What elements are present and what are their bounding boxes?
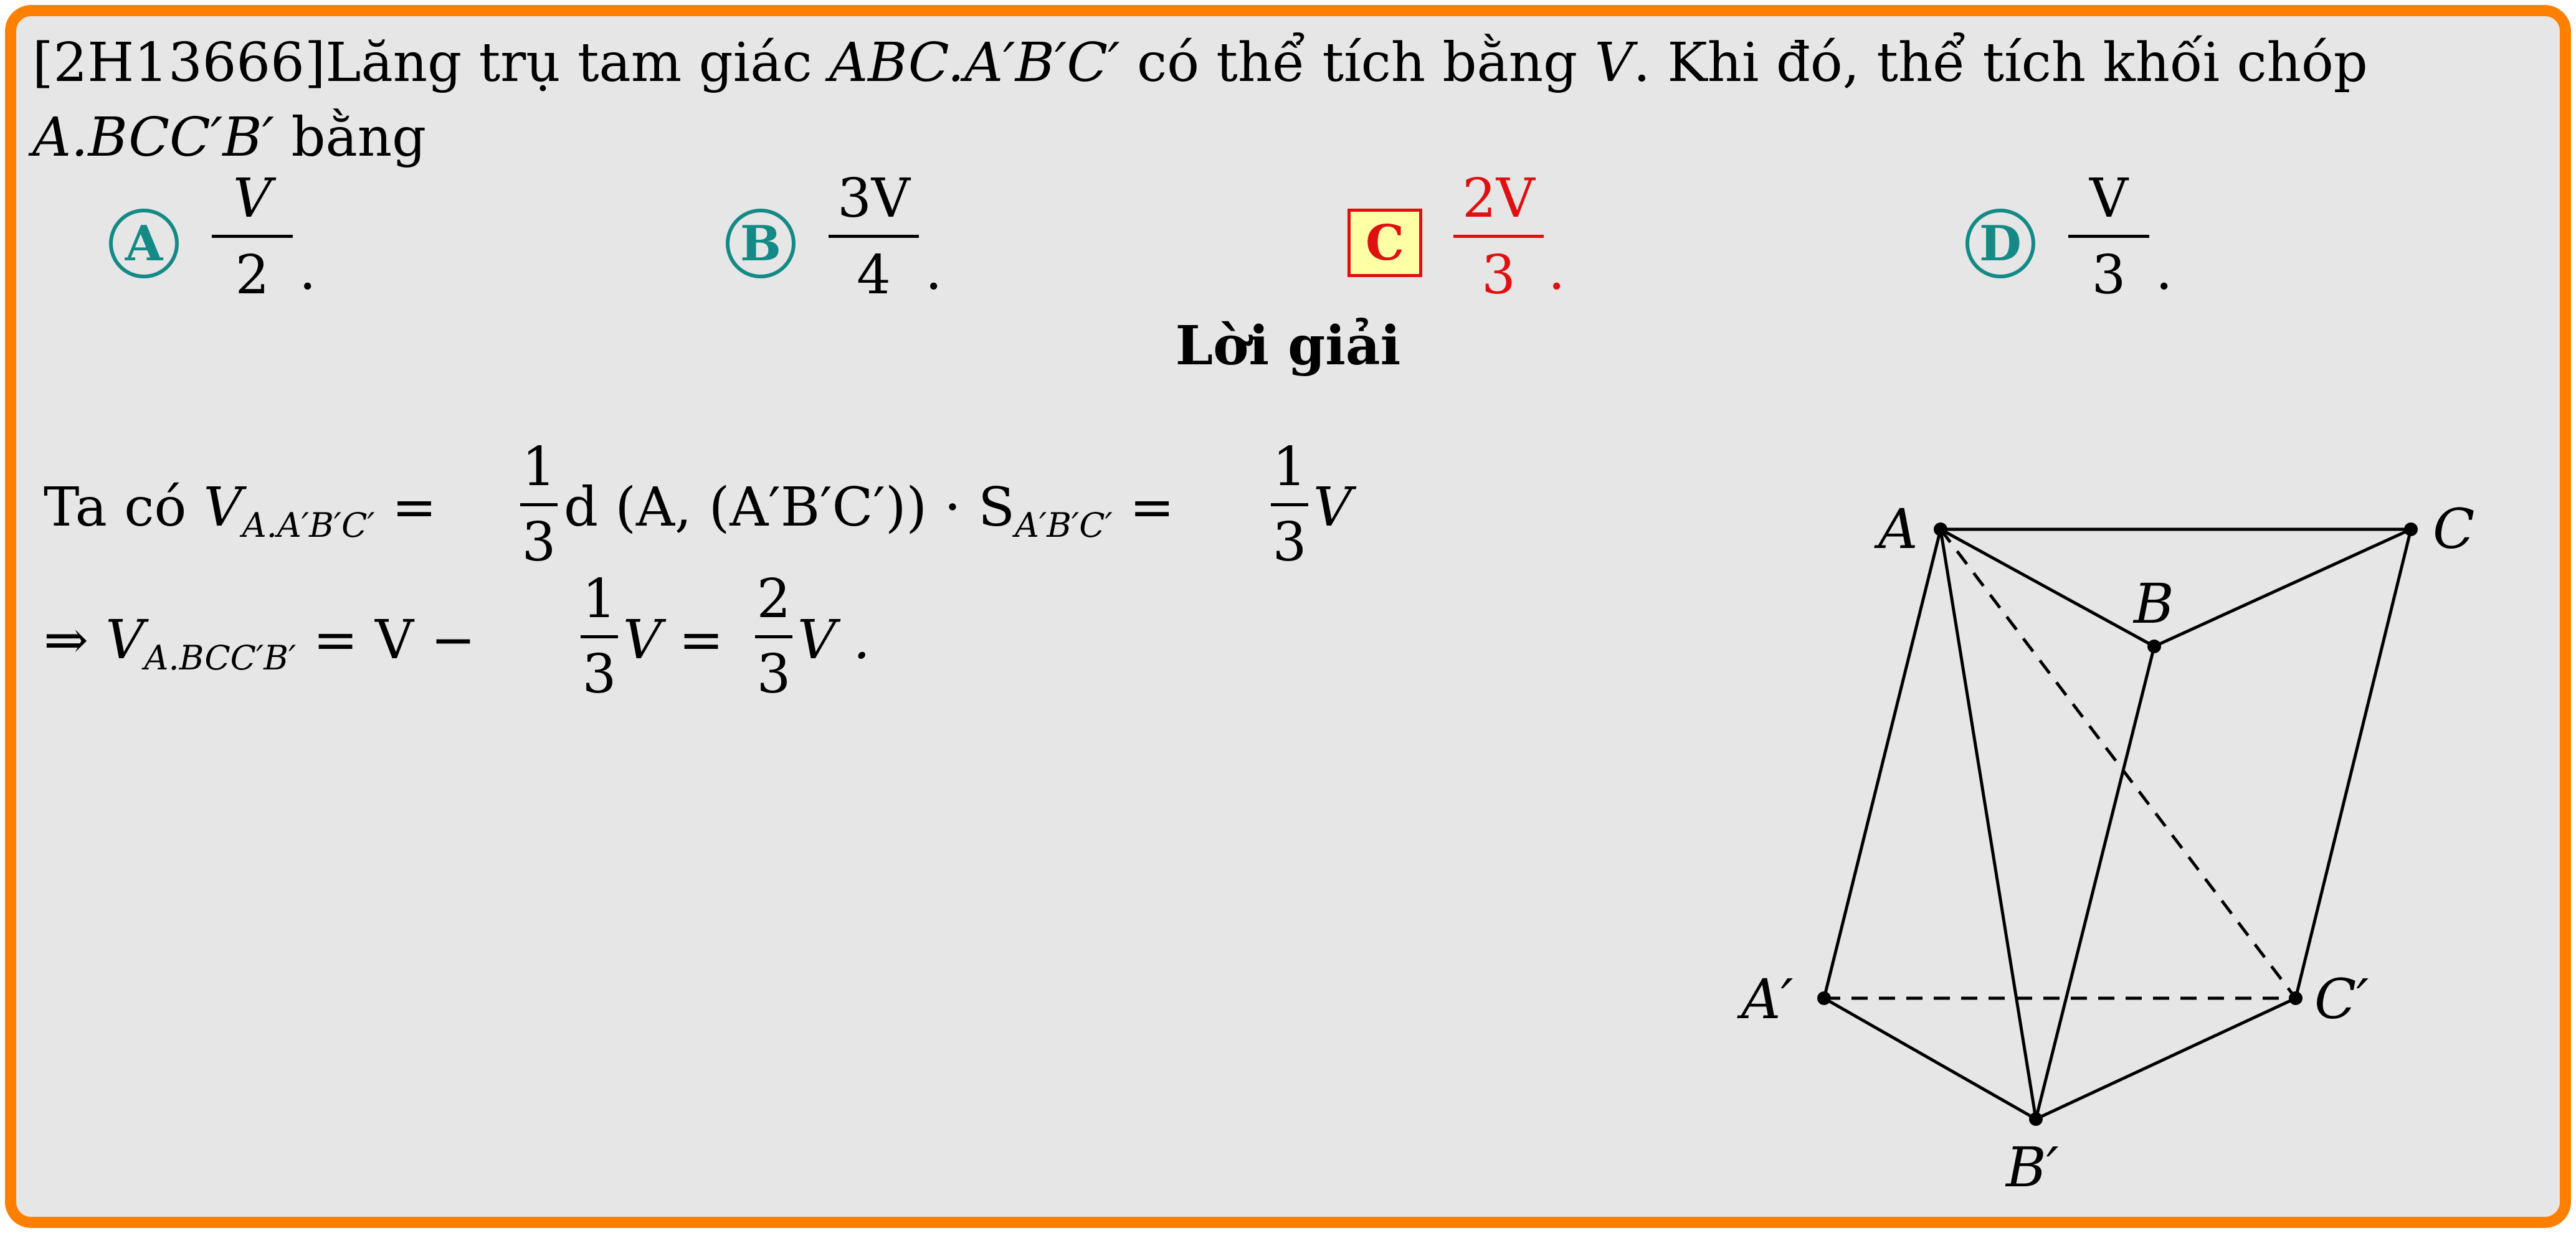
question-text-3: . Khi đó, thể tích khối chóp <box>1633 32 2368 94</box>
solution-line-2: ⇒ VA.BCC′B′ = V − <box>44 609 475 678</box>
option-c-badge: C <box>1347 209 1422 277</box>
period: . <box>299 240 316 302</box>
option-b-badge: B <box>726 209 796 278</box>
label-b: B <box>2132 572 2174 636</box>
solution-fraction-4: 2 3 <box>755 568 792 706</box>
solution-line-1-tail: V <box>1313 476 1352 539</box>
option-b-fraction: 3V 4 <box>829 165 919 309</box>
question-code: [2H13666] <box>32 32 326 94</box>
option-d-fraction: V 3 <box>2068 165 2149 309</box>
fraction-bar <box>212 235 293 238</box>
edge-b1-c1 <box>2035 996 2297 1121</box>
pyramid-name: A.BCC′B′ <box>32 106 275 169</box>
solution-fraction-3: 1 3 <box>581 568 618 706</box>
fraction-den: 3 <box>582 643 617 706</box>
edge-a-b1 <box>1939 529 2038 1120</box>
period: . <box>2155 240 2173 302</box>
edge-a-c1-hidden <box>1939 528 2297 999</box>
volume-symbol: V <box>1313 476 1352 539</box>
option-a-fraction: V 2 <box>212 165 293 309</box>
fraction-bar <box>755 635 792 638</box>
fraction-den: 3 <box>521 511 556 574</box>
volume-symbol: V <box>1594 32 1633 94</box>
prism-name: ABC.A′B′C′ <box>829 32 1120 94</box>
edge-a-b <box>1939 527 2155 648</box>
solution-line-1-mid: d (A, (A′B′C′)) · SA′B′C′ = <box>564 476 1174 545</box>
solution-line-1: Ta có VA.A′B′C′ = <box>44 476 437 545</box>
question-text-1: Lăng trụ tam giác <box>325 32 812 94</box>
fraction-num: 1 <box>582 568 617 630</box>
question-text-4: bằng <box>291 106 427 169</box>
fraction-num: 2 <box>756 568 791 630</box>
fraction-bar <box>520 503 558 506</box>
fraction-bar <box>2068 235 2149 238</box>
vertex-a <box>1934 522 1947 536</box>
solution-fraction-2: 1 3 <box>1271 436 1308 574</box>
vertex-b1 <box>2029 1112 2043 1126</box>
rhs-part-1: = V − <box>313 609 476 671</box>
volume-symbol: V <box>105 609 145 671</box>
label-c: C <box>2433 497 2474 561</box>
fraction-den: 3 <box>756 643 791 706</box>
label-a: A <box>1874 497 1918 561</box>
equals-sign: = <box>392 476 437 539</box>
option-b-num: 3V <box>837 168 910 230</box>
question-line-1: [2H13666]Lăng trụ tam giác ABC.A′B′C′ có… <box>32 36 2368 90</box>
rhs-part-2: V = <box>623 609 724 671</box>
solution-line-2-mid: V = <box>623 609 724 671</box>
result-expression: V . <box>797 609 870 671</box>
edge-b-c <box>2153 527 2412 648</box>
edge-a-a1 <box>1822 529 1942 999</box>
period: . <box>925 240 943 302</box>
vertex-a1 <box>1817 991 1831 1005</box>
solution-line-2-tail: V . <box>797 609 870 671</box>
edge-a1-b1 <box>1823 996 2037 1121</box>
option-a-den: 2 <box>235 244 270 306</box>
option-a-badge: A <box>109 209 179 278</box>
option-c-num: 2V <box>1462 168 1535 230</box>
prism-edges <box>1822 527 2413 1121</box>
vertex-c1 <box>2289 991 2303 1005</box>
question-card <box>5 5 2571 1228</box>
option-d-den: 3 <box>2091 244 2126 306</box>
question-line-2: A.BCC′B′ bằng <box>32 111 426 164</box>
option-b-den: 4 <box>857 244 891 306</box>
label-c1: C′ <box>2314 967 2369 1031</box>
edge-b-b1 <box>2034 646 2156 1120</box>
volume-subscript: A.A′B′C′ <box>242 506 375 546</box>
option-d-badge: D <box>1965 209 2035 278</box>
fraction-bar <box>1453 235 1544 238</box>
vertex-points <box>1817 522 2418 1126</box>
fraction-num: 1 <box>1272 436 1307 498</box>
fraction-bar <box>581 635 618 638</box>
volume-symbol: V <box>203 476 242 539</box>
solution-prefix: Ta có <box>44 476 187 539</box>
vertex-b <box>2147 640 2161 653</box>
vertex-c <box>2404 522 2418 536</box>
volume-subscript: A.BCC′B′ <box>144 638 297 678</box>
equals-sign: = <box>1129 476 1175 539</box>
implies-arrow: ⇒ <box>44 609 89 671</box>
solution-title: Lời giải <box>1175 314 1401 377</box>
option-d-num: V <box>2089 168 2129 230</box>
solution-fraction-1: 1 3 <box>520 436 558 574</box>
distance-expression: d (A, (A′B′C′)) · S <box>564 476 1015 539</box>
period: . <box>1548 240 1566 302</box>
option-c-fraction: 2V 3 <box>1453 165 1544 309</box>
edge-c-c1 <box>2294 529 2413 999</box>
fraction-num: 1 <box>521 436 556 498</box>
fraction-den: 3 <box>1272 511 1307 574</box>
option-a-num: V <box>232 168 272 230</box>
question-text-2: có thể tích bằng <box>1137 32 1578 94</box>
fraction-bar <box>829 235 919 238</box>
label-b1: B′ <box>2005 1135 2059 1199</box>
label-a1: A′ <box>1737 967 1794 1031</box>
option-c-den: 3 <box>1481 244 1516 306</box>
area-subscript: A′B′C′ <box>1015 506 1113 546</box>
fraction-bar <box>1271 503 1308 506</box>
